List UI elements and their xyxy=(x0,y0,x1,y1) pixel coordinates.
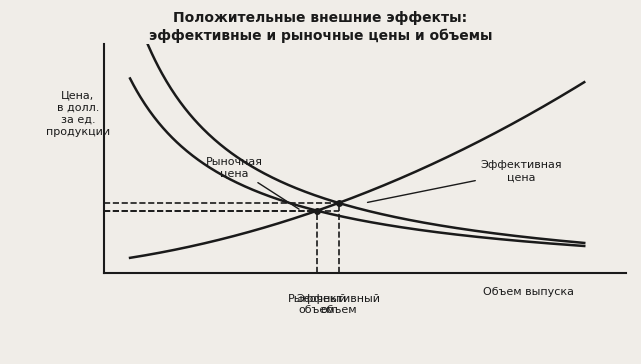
Text: Эффективная
цена: Эффективная цена xyxy=(367,161,562,202)
Text: Объем выпуска: Объем выпуска xyxy=(483,287,574,297)
Text: Рыночная
цена: Рыночная цена xyxy=(206,157,299,209)
Text: Положительные внешние эффекты:
эффективные и рыночные цены и объемы: Положительные внешние эффекты: эффективн… xyxy=(149,11,492,43)
Text: Цена,
в долл.
за ед.
продукции: Цена, в долл. за ед. продукции xyxy=(46,90,110,137)
Text: Эффективный
объем: Эффективный объем xyxy=(297,294,381,315)
Text: Рыночный
объем: Рыночный объем xyxy=(287,294,347,315)
